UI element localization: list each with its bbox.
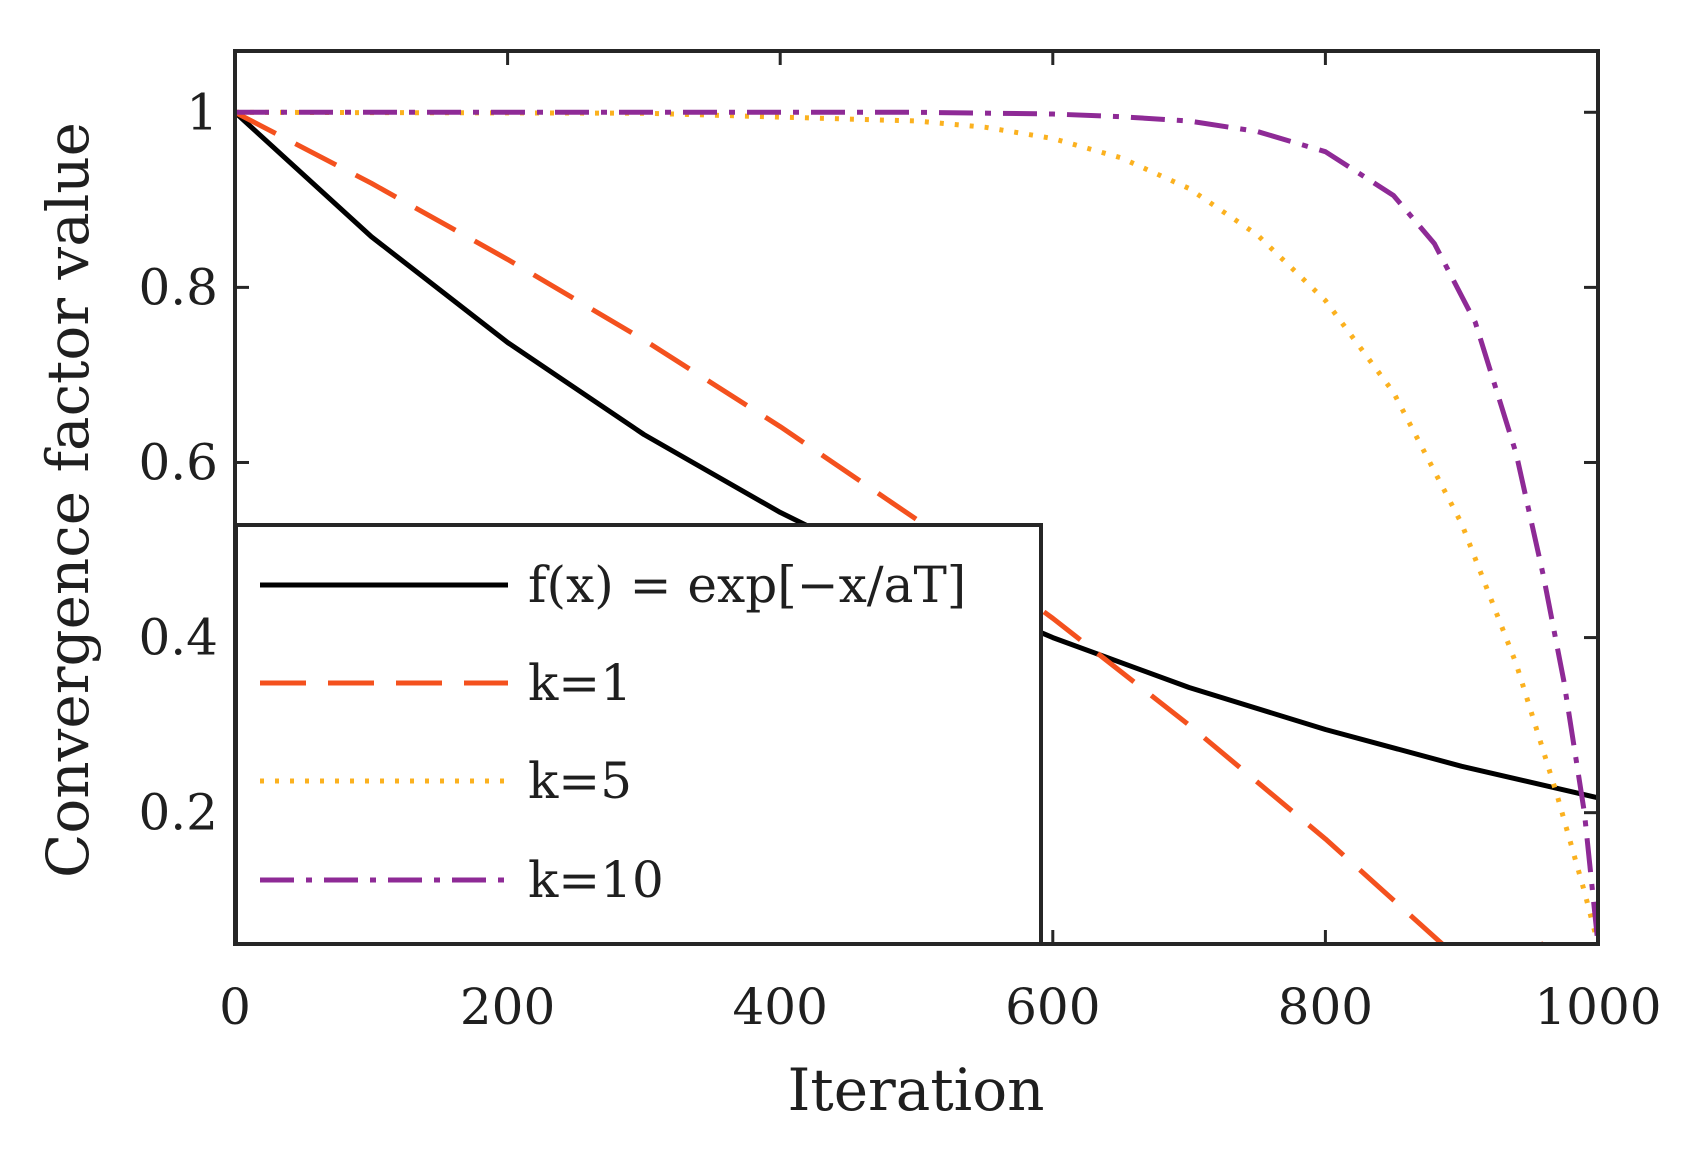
y-axis-title: Convergence factor value [34, 122, 102, 878]
y-tick-label: 1 [186, 83, 218, 141]
legend-label-exp: f(x) = exp[−x/aT] [528, 556, 966, 614]
y-tick-label: 0.6 [138, 433, 218, 491]
legend-label-k10: k=10 [528, 851, 664, 909]
series-line-3 [235, 109, 1598, 944]
legend-box [234, 523, 1043, 946]
tick-labels-layer: 0 200 400 600 800 1000 0.2 0.4 0.6 0.8 1 [138, 83, 1661, 1036]
legend-label-k5: k=5 [528, 752, 632, 810]
series-line-1 [235, 110, 1544, 944]
x-tick-label: 1000 [1534, 978, 1661, 1036]
x-tick-label: 0 [219, 978, 251, 1036]
y-tick-label: 0.2 [138, 784, 218, 842]
legend-label-k1: k=1 [528, 654, 632, 712]
x-tick-label: 600 [1005, 978, 1100, 1036]
y-tick-label: 0.4 [138, 609, 218, 667]
x-tick-label: 800 [1278, 978, 1373, 1036]
y-tick-label: 0.8 [138, 258, 218, 316]
x-tick-label: 200 [460, 978, 555, 1036]
x-axis-title: Iteration [788, 1056, 1045, 1124]
legend: f(x) = exp[−x/aT] k=1 k=5 k=10 [234, 523, 1043, 946]
x-tick-label: 400 [732, 978, 827, 1036]
